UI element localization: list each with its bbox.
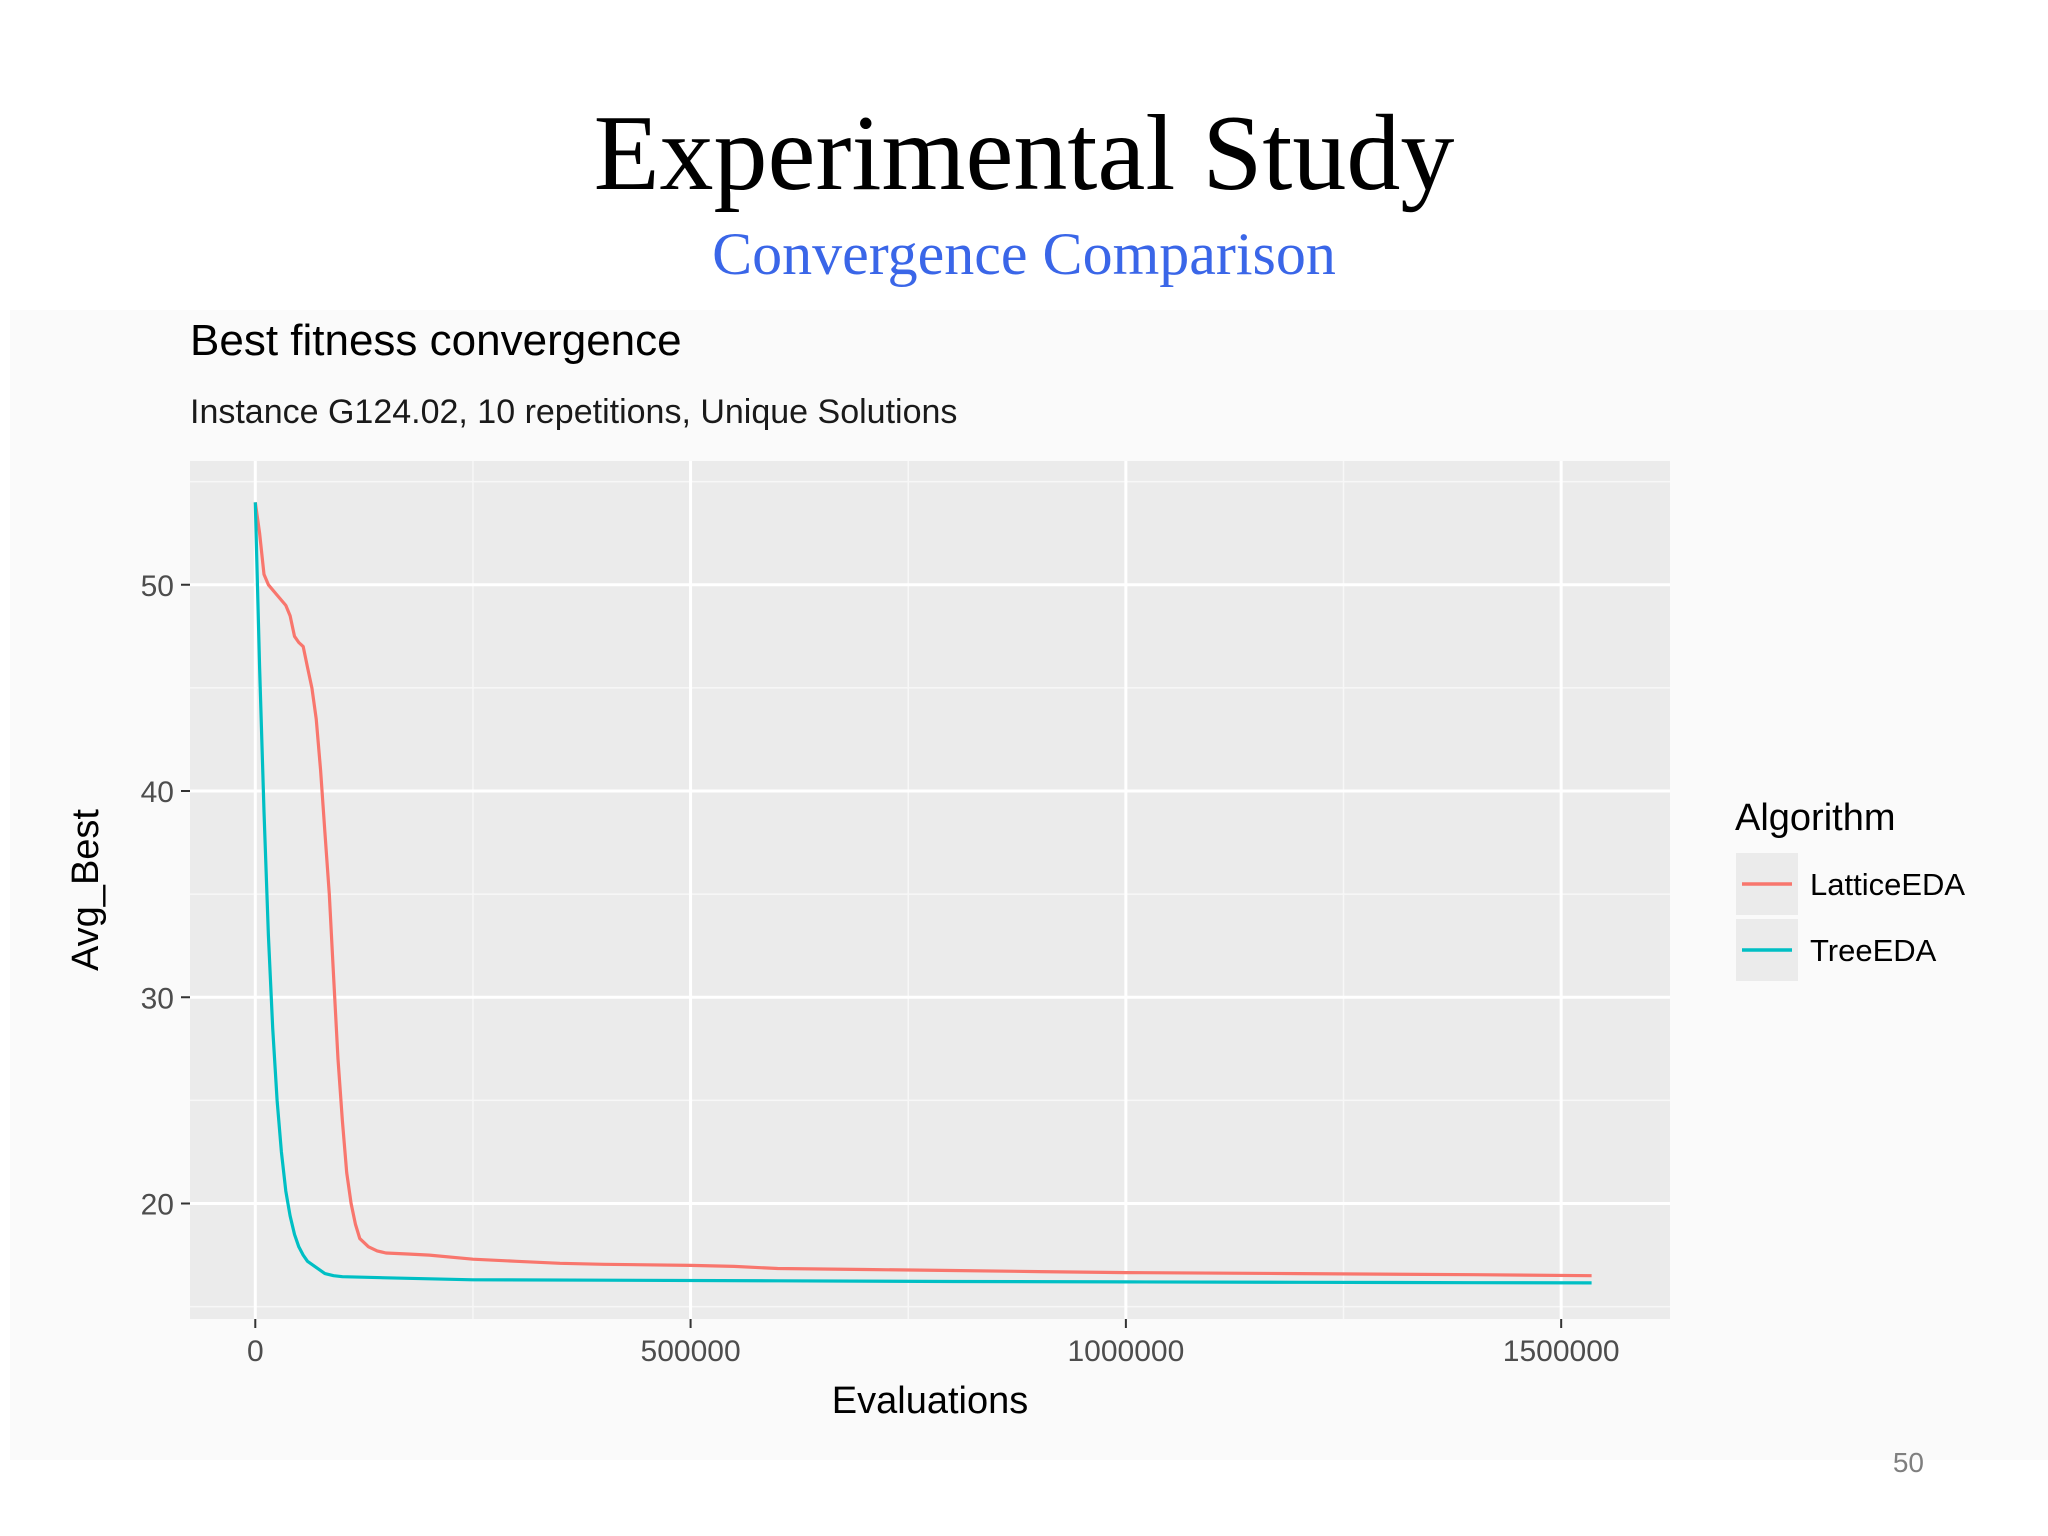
x-tick-label: 0 bbox=[247, 1335, 264, 1368]
major-gridlines bbox=[190, 461, 1670, 1319]
y-tick-label: 40 bbox=[141, 776, 174, 809]
x-axis-label: Evaluations bbox=[832, 1380, 1028, 1422]
series-line-treeeda bbox=[253, 502, 1592, 1285]
legend-label-latticeeda: LatticeEDA bbox=[1810, 867, 1965, 902]
series-lines bbox=[253, 502, 1592, 1285]
legend: Algorithm LatticeEDA TreeEDA bbox=[1735, 797, 1965, 981]
chart-panel: Best fitness convergence Instance G124.0… bbox=[10, 310, 2048, 1460]
chart-title: Best fitness convergence bbox=[190, 316, 682, 365]
y-tick-label: 50 bbox=[141, 570, 174, 603]
slide-subtitle: Convergence Comparison bbox=[712, 221, 1336, 287]
legend-title: Algorithm bbox=[1735, 797, 1896, 839]
y-tick-label: 30 bbox=[141, 982, 174, 1015]
y-axis-label: Avg_Best bbox=[65, 809, 107, 971]
slide-title: Experimental Study bbox=[593, 94, 1455, 213]
plot-background bbox=[190, 461, 1670, 1319]
x-axis: 0 500000 1000000 1500000 bbox=[247, 1319, 1620, 1368]
legend-label-treeeda: TreeEDA bbox=[1810, 933, 1937, 968]
x-tick-label: 1000000 bbox=[1067, 1335, 1184, 1368]
y-tick-label: 20 bbox=[141, 1189, 174, 1222]
minor-gridlines bbox=[190, 461, 1670, 1319]
x-tick-label: 1500000 bbox=[1503, 1335, 1620, 1368]
page-number: 50 bbox=[1892, 1447, 1924, 1478]
convergence-chart: Best fitness convergence Instance G124.0… bbox=[65, 316, 1965, 1422]
x-tick-label: 500000 bbox=[641, 1335, 741, 1368]
y-axis: 20 30 40 50 bbox=[141, 570, 190, 1222]
chart-subtitle: Instance G124.02, 10 repetitions, Unique… bbox=[190, 393, 957, 431]
series-line-latticeeda bbox=[253, 502, 1592, 1278]
